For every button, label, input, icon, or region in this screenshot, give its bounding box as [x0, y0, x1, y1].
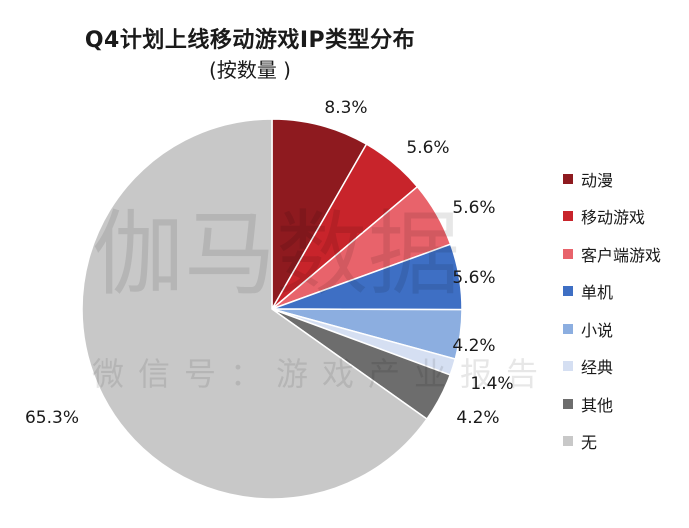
legend-swatch — [563, 173, 573, 184]
data-label: 1.4% — [470, 374, 513, 394]
watermark: 伽马数据 微信号：游戏产业报告 — [92, 201, 552, 393]
watermark-sub: 微信号：游戏产业报告 — [92, 355, 552, 393]
legend-item: 小说 — [563, 310, 688, 348]
legend: 动漫移动游戏客户端游戏单机小说经典其他无 — [563, 160, 688, 460]
data-label: 5.6% — [452, 198, 495, 218]
pie-slice-1 — [271, 118, 368, 312]
data-label: 8.3% — [324, 98, 367, 118]
chart-title: Q4计划上线移动游戏IP类型分布 — [84, 28, 416, 53]
legend-swatch — [563, 398, 573, 409]
data-label: 65.3% — [25, 408, 79, 428]
legend-item: 单机 — [563, 273, 688, 311]
legend-label: 其他 — [581, 395, 614, 415]
data-label: 4.2% — [456, 408, 499, 428]
legend-item: 经典 — [563, 348, 688, 386]
legend-swatch — [563, 211, 573, 222]
pie-slices — [81, 118, 463, 500]
pie-slice-8 — [81, 118, 428, 500]
legend-item: 客户端游戏 — [563, 235, 688, 273]
legend-swatch — [563, 436, 573, 447]
legend-item: 动漫 — [563, 160, 688, 198]
legend-label: 客户端游戏 — [581, 245, 662, 265]
data-labels: 8.3% 5.6% 5.6% 5.6% 4.2% 1.4% 4.2% 65.3% — [25, 98, 514, 428]
data-label: 5.6% — [406, 138, 449, 158]
legend-swatch — [563, 323, 573, 334]
chart-subtitle: (按数量 ) — [209, 58, 291, 82]
watermark-main: 伽马数据 — [92, 201, 460, 308]
legend-item: 其他 — [563, 385, 688, 423]
legend-swatch — [563, 286, 573, 297]
legend-item: 移动游戏 — [563, 198, 688, 236]
legend-label: 经典 — [581, 358, 614, 378]
legend-swatch — [563, 248, 573, 259]
legend-swatch — [563, 361, 573, 372]
legend-item: 无 — [563, 423, 688, 461]
legend-label: 移动游戏 — [581, 208, 646, 228]
legend-label: 动漫 — [581, 170, 614, 190]
legend-label: 单机 — [581, 283, 614, 303]
legend-label: 无 — [581, 433, 598, 453]
legend-label: 小说 — [581, 320, 614, 340]
data-label: 5.6% — [452, 268, 495, 288]
data-label: 4.2% — [452, 336, 495, 356]
